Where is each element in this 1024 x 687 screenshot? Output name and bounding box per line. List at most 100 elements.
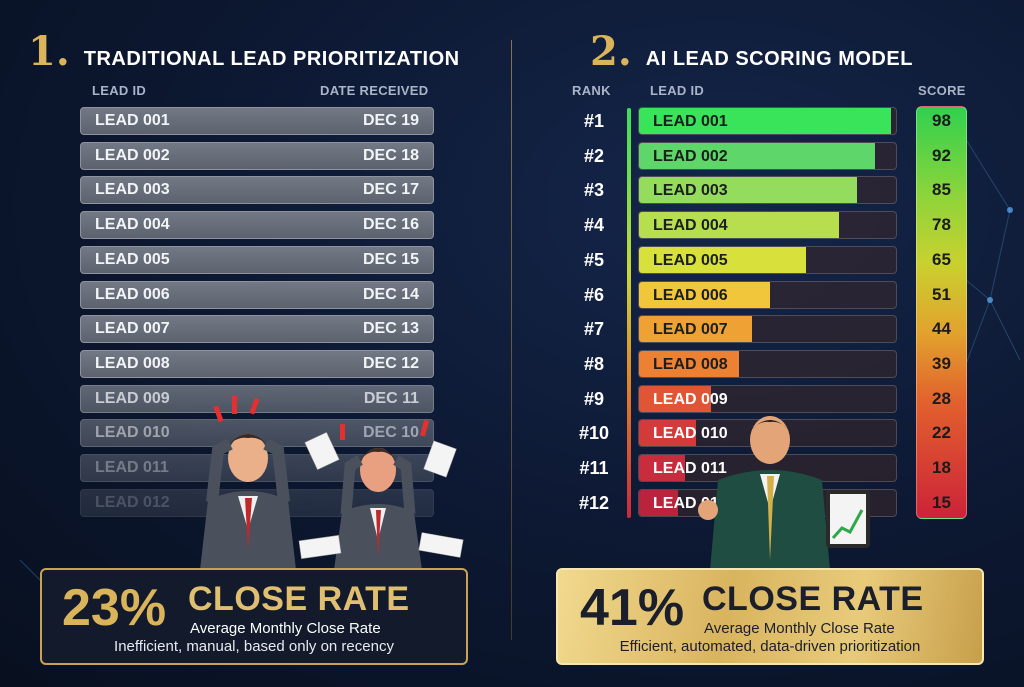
left-lead-row: LEAD 005 DEC 15 [80,245,434,274]
rank-label: #2 [583,145,605,166]
score-bar-fill [639,212,840,239]
scored-lead-id: LEAD 010 [653,425,728,443]
left-lead-row: LEAD 008 DEC 12 [80,349,434,378]
left-lead-row: LEAD 003 DEC 17 [80,176,434,205]
left-lead-id: LEAD 003 [95,181,170,199]
lead-score-value: 39 [932,353,951,373]
scored-lead-row: LEAD 003 [638,176,897,205]
score-bar-fill [639,108,891,134]
lead-score-value: 78 [932,215,951,235]
right-heading: 2. AI LEAD SCORING MODEL [590,28,913,75]
lead-score-value: 28 [932,388,951,408]
left-lead-id: LEAD 002 [95,146,170,164]
right-col-lead-header: LEAD ID [650,83,705,98]
ai-close-rate-label: CLOSE RATE [702,580,924,618]
left-lead-row: LEAD 006 DEC 14 [80,280,434,309]
lead-score-value: 44 [932,319,951,339]
left-section-number: 1. [28,28,70,75]
rank-label: #3 [583,180,605,201]
scored-lead-id: LEAD 007 [653,321,728,339]
left-lead-id: LEAD 012 [95,493,170,511]
left-lead-date: DEC 12 [362,354,419,372]
left-lead-id: LEAD 009 [95,389,170,407]
left-lead-date: DEC 11 [363,389,419,407]
ai-close-rate-note: Efficient, automated, data-driven priori… [619,638,921,655]
rank-label: #12 [578,492,610,513]
score-bar-fill [639,350,740,377]
scored-lead-id: LEAD 004 [653,217,728,235]
left-lead-row: LEAD 009 DEC 11 [80,384,434,413]
score-column-background [916,106,967,519]
left-col-lead-header: LEAD ID [92,83,147,98]
left-lead-date: DEC 10 [362,424,419,442]
section-divider [511,40,512,640]
left-lead-id: LEAD 006 [95,285,170,303]
left-lead-id: LEAD 010 [95,424,170,442]
rank-label: #6 [583,284,605,305]
left-lead-id: LEAD 001 [95,112,170,129]
alert-marks-icon [213,396,429,440]
scored-lead-id: LEAD 002 [653,147,728,165]
scored-lead-id: LEAD 001 [653,113,728,130]
scored-lead-row: LEAD 007 [638,315,897,344]
right-section-title: AI LEAD SCORING MODEL [645,48,913,70]
rank-gradient-line [627,108,631,518]
ai-close-rate-subtitle: Average Monthly Close Rate [704,620,895,637]
lead-score-value: 98 [932,111,951,130]
scored-lead-id: LEAD 008 [653,355,728,373]
left-lead-date: DEC 13 [362,320,419,338]
lead-score-value: 85 [932,180,951,200]
score-bar-fill [639,281,771,308]
left-lead-row: LEAD 004 DEC 16 [80,211,434,240]
score-bar-fill [639,316,753,343]
left-lead-id: LEAD 011 [95,459,169,476]
left-lead-id: LEAD 008 [95,354,170,372]
rank-label: #10 [578,423,610,444]
scored-lead-id: LEAD 006 [653,286,728,304]
scored-lead-row: LEAD 005 [638,245,897,274]
scored-lead-row: LEAD 004 [638,211,897,240]
left-lead-date: DEC 18 [362,146,419,164]
traditional-close-rate-subtitle: Average Monthly Close Rate [190,620,381,637]
score-bar-fill [639,385,711,412]
scored-lead-row: LEAD 002 [638,141,897,170]
left-col-date-header: DATE RECEIVED [320,83,429,98]
traditional-close-rate-value: 23% [62,579,167,637]
scored-lead-id: LEAD 011 [653,460,727,477]
left-lead-id: LEAD 004 [95,216,170,234]
left-lead-id: LEAD 005 [95,250,170,268]
rank-label: #1 [583,111,605,131]
lead-score-value: 92 [932,145,951,165]
left-lead-date: DEC 17 [362,181,419,199]
stressed-workers-illustration [200,396,464,570]
lead-score-value: 22 [932,423,951,443]
lead-score-value: 51 [932,284,951,304]
lead-score-value: 18 [932,458,951,477]
scored-lead-id: LEAD 009 [653,390,728,408]
score-bar-fill [639,489,678,516]
score-bar-fill [639,420,696,447]
scored-lead-row: LEAD 001 [638,107,897,135]
traditional-close-rate-label: CLOSE RATE [188,580,410,618]
score-bar-fill [639,246,807,273]
rank-label: #11 [579,458,609,478]
right-section-number: 2. [590,28,632,75]
rank-label: #9 [583,388,605,409]
left-lead-row: LEAD 007 DEC 13 [80,315,434,344]
scored-lead-id: LEAD 005 [653,251,728,269]
scored-lead-id: LEAD 003 [653,182,728,200]
left-lead-date: DEC 19 [362,112,419,129]
ai-close-rate-card: 41% CLOSE RATE Average Monthly Close Rat… [556,568,984,665]
left-lead-id: LEAD 007 [95,320,170,338]
traditional-close-rate-card: 23% CLOSE RATE Average Monthly Close Rat… [40,568,468,665]
ai-close-rate-value: 41% [580,579,685,637]
score-bar-fill [639,455,686,481]
left-heading: 1. TRADITIONAL LEAD PRIORITIZATION [28,28,460,75]
score-bar-fill [639,177,858,204]
lead-score-value: 65 [932,249,951,269]
scored-lead-row: LEAD 008 [638,349,897,378]
left-lead-date: DEC 16 [362,216,419,234]
left-lead-date: DEC 15 [362,250,419,268]
rank-label: #7 [583,319,605,340]
left-lead-date: DEC 14 [362,285,419,303]
